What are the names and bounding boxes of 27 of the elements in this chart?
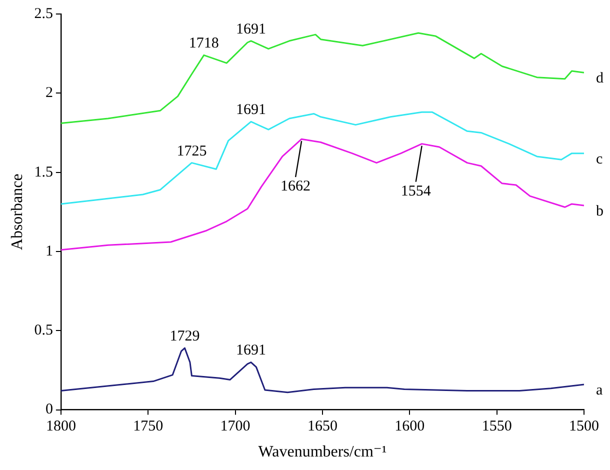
y-tick-label: 1 [45,243,53,260]
x-tick-label: 1500 [569,418,599,435]
x-tick-label: 1700 [220,418,250,435]
y-axis-title: Absorbance [8,174,26,250]
y-tick-label: 2.5 [34,6,53,22]
annotation: 1691 [236,342,266,359]
x-tick-label: 1550 [482,418,512,435]
series-label: a [596,382,603,398]
y-tick-label: 0 [45,402,53,418]
y-tick-label: 2 [45,85,53,102]
annotation: 1718 [188,36,219,52]
x-tick-label: 1650 [307,418,338,435]
y-tick-label: 0.5 [34,322,53,339]
annotation: 1554 [400,183,432,200]
annotation: 1691 [236,21,266,38]
x-tick-label: 1600 [394,418,425,435]
x-tick-label: 1800 [46,418,76,435]
x-tick-label: 1750 [133,418,164,435]
series-label: c [596,151,603,168]
annotation: 1691 [236,102,266,118]
annotation: 1662 [280,178,311,195]
series-label: d [596,70,604,87]
x-axis-title: Wavenumbers/cm⁻¹ [258,444,387,461]
y-tick-label: 1.5 [34,164,53,180]
series-label: b [596,204,604,220]
annotation: 1729 [170,328,200,344]
annotation: 1725 [176,143,207,160]
